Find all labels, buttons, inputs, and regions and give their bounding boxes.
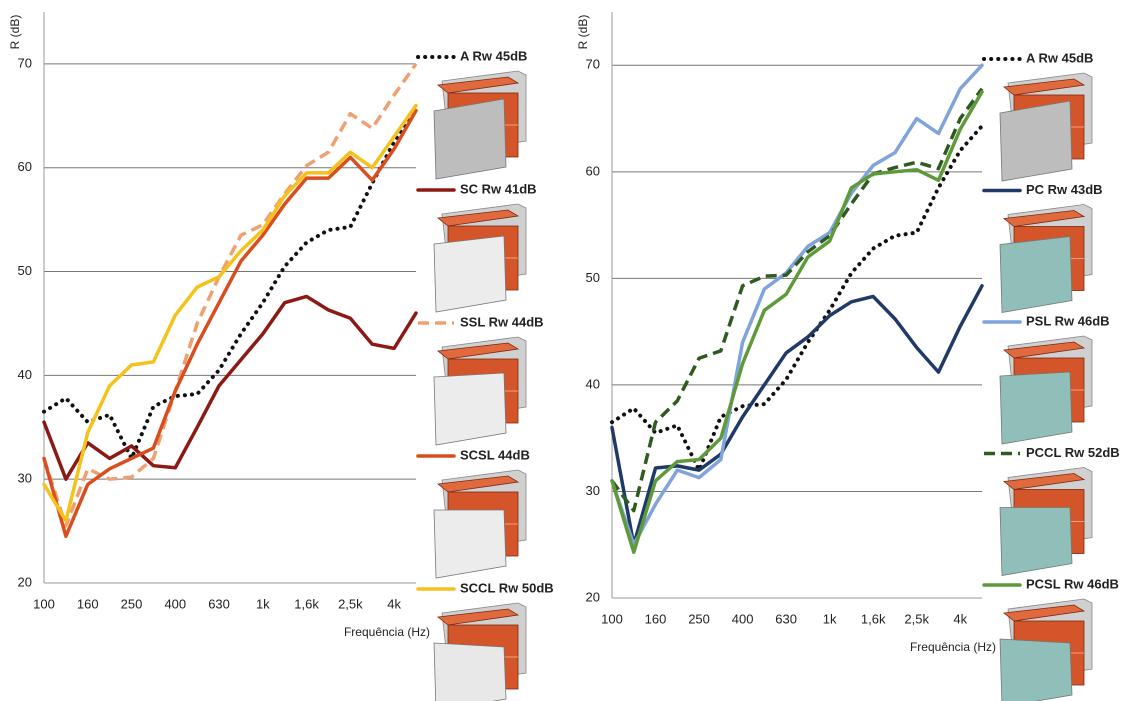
series-line [612,89,982,511]
x-axis-label: Frequência (Hz) [344,625,430,639]
icon-panel [1000,508,1072,576]
legend-label: PCCL Rw 52dB [1026,445,1120,460]
x-tick-label: 4k [387,596,401,611]
wall-icon [1000,468,1092,576]
wall-icon [434,470,526,578]
y-axis-label: R (dB) [576,15,590,50]
legend-label: A Rw 45dB [1026,50,1093,65]
y-tick-label: 20 [586,589,600,604]
y-tick-label: 70 [18,55,32,70]
legend-label: PC Rw 43dB [1026,182,1103,197]
x-axis-label: Frequência (Hz) [910,640,996,654]
x-tick-label: 100 [33,596,55,611]
icon-panel [1000,639,1072,701]
legend-label: SC Rw 41dB [460,181,537,196]
series-line [44,296,416,479]
y-tick-label: 60 [18,159,32,174]
y-tick-label: 60 [586,163,600,178]
legend-label: SCSL 44dB [460,447,530,462]
x-tick-label: 2,5k [904,611,929,626]
legend-label: A Rw 45dB [460,48,527,63]
y-tick-label: 50 [586,270,600,285]
y-tick-label: 50 [18,263,32,278]
x-tick-label: 2,5k [338,596,363,611]
icon-panel [434,99,506,179]
icon-panel [434,236,506,312]
icon-panel [434,373,506,445]
icon-panel [1000,101,1072,181]
x-tick-label: 160 [77,596,99,611]
series-line [612,65,982,544]
x-tick-label: 100 [601,611,623,626]
series-line [44,64,416,526]
wall-icon [1000,336,1092,444]
x-tick-label: 630 [775,611,797,626]
x-tick-label: 1k [256,596,270,611]
legend-label: SCCL Rw 50dB [460,580,554,595]
wall-icon [434,337,526,445]
x-tick-label: 250 [688,611,710,626]
y-tick-label: 70 [586,57,600,72]
y-tick-label: 20 [18,574,32,589]
x-tick-label: 160 [645,611,667,626]
y-tick-label: 40 [18,367,32,382]
x-tick-label: 250 [121,596,143,611]
x-tick-label: 4k [953,611,967,626]
wall-icon [1000,205,1092,313]
y-tick-label: 40 [586,376,600,391]
wall-icon [434,71,526,179]
icon-panel [1000,372,1072,444]
x-tick-label: 1,6k [861,611,886,626]
x-tick-label: 630 [208,596,230,611]
wall-icon [434,204,526,312]
chart: 20 30 40 50 60 70 R (dB) Frequência (Hz) 100 160 2… [0,0,1129,701]
icon-panel [434,643,506,701]
wall-icon [434,603,526,701]
x-tick-label: 400 [732,611,754,626]
series-line [612,286,982,545]
icon-panel [1000,237,1072,313]
x-tick-label: 1k [823,611,837,626]
icon-panel [434,510,506,578]
y-axis-label: R (dB) [8,15,22,50]
legend-label: PCSL Rw 46dB [1026,576,1119,591]
wall-icon [1000,73,1092,181]
y-tick-label: 30 [18,471,32,486]
series-line [44,111,416,537]
y-tick-label: 30 [586,483,600,498]
wall-icon [1000,599,1092,701]
series-line [612,126,982,470]
x-tick-label: 1,6k [294,596,319,611]
legend-label: SSL Rw 44dB [460,314,544,329]
x-tick-label: 400 [164,596,186,611]
legend-label: PSL Rw 46dB [1026,313,1110,328]
